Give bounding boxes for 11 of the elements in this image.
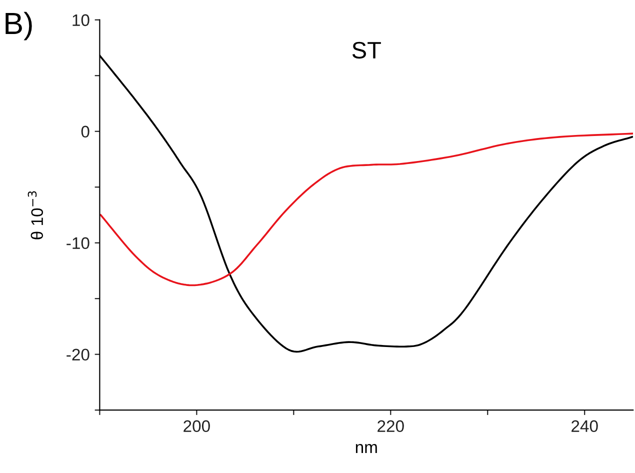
x-tick-label: 240 (572, 420, 598, 432)
x-tick-label: 200 (184, 420, 210, 432)
y-tick-label: -20 (66, 348, 90, 361)
y-axis-title: θ 10$^{−3}$ (28, 191, 44, 240)
x-axis-title: nm (356, 444, 377, 453)
y-tick-label: -10 (66, 237, 90, 250)
text: B) (6, 12, 32, 40)
text: ST (352, 42, 381, 59)
y-tick-label: 10 (72, 14, 90, 26)
x-tick-label: 220 (378, 420, 404, 432)
y-tick-label: 0 (81, 126, 90, 138)
